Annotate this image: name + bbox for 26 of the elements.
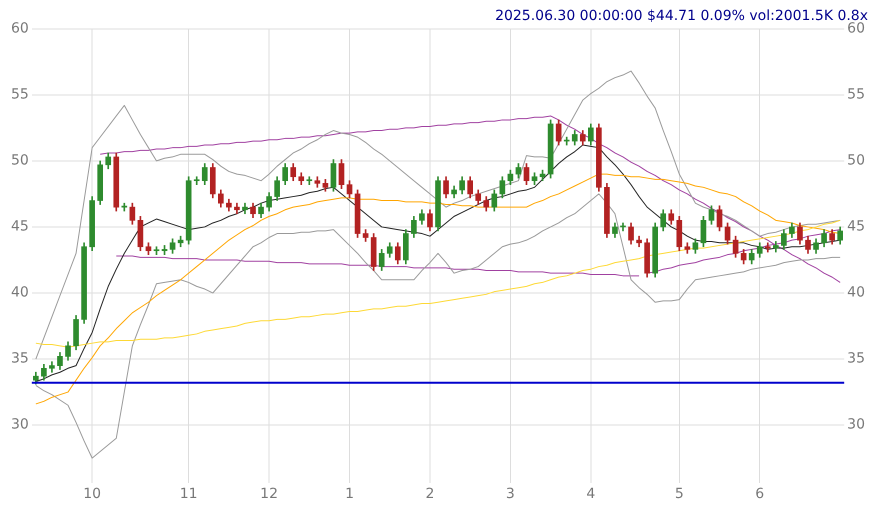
y2-tick-label: 40 [847,284,866,301]
x-tick-label: 10 [83,486,102,502]
y-tick-label: 55 [10,86,29,102]
x-tick-label: 1 [345,486,354,502]
y2-tick-label: 55 [847,86,866,102]
x-tick-label: 4 [586,486,596,502]
y-tick-label: 35 [10,350,29,367]
x-tick-label: 5 [674,486,684,502]
x-tick-label: 6 [755,486,764,502]
y2-tick-label: 45 [847,218,866,235]
y2-tick-label: 50 [847,152,866,169]
y-tick-label: 45 [10,218,29,235]
y2-tick-label: 35 [847,350,866,367]
candlestick [162,245,168,256]
y2-tick-label: 30 [847,416,866,433]
candlestick [620,222,626,232]
x-tick-label: 2 [425,486,434,502]
y-tick-label: 60 [10,20,29,36]
y-tick-label: 30 [10,416,29,433]
candlestick [154,246,160,256]
x-tick-label: 12 [260,486,278,502]
y-tick-label: 40 [10,284,29,301]
y-tick-label: 50 [10,152,29,169]
y2-tick-label: 60 [847,20,866,36]
x-tick-label: 11 [180,486,198,502]
x-tick-label: 3 [506,486,515,502]
